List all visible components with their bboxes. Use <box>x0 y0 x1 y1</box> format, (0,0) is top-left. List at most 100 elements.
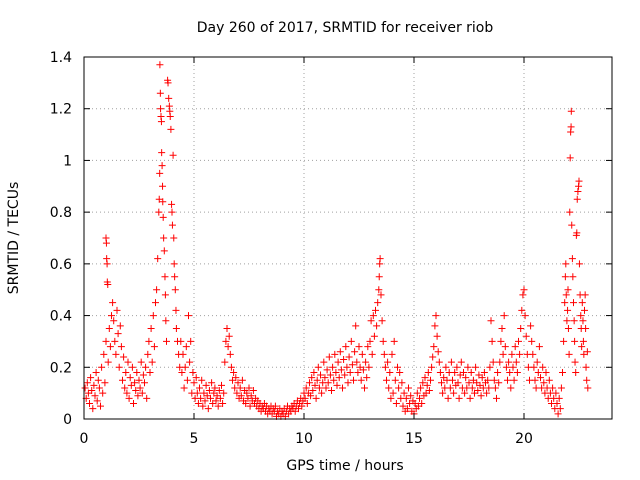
y-tick-label: 0.8 <box>50 205 72 221</box>
x-tick-label: 0 <box>80 431 89 447</box>
data-point <box>579 337 587 345</box>
data-point <box>121 384 129 392</box>
data-point <box>375 286 383 294</box>
data-point <box>533 358 541 366</box>
data-point <box>109 299 117 307</box>
data-point <box>125 394 133 402</box>
data-point <box>358 350 366 358</box>
data-point <box>303 399 311 407</box>
data-point <box>468 384 476 392</box>
data-point <box>156 169 164 177</box>
data-point <box>436 368 444 376</box>
data-point <box>246 402 254 410</box>
data-point <box>307 392 315 400</box>
data-point <box>242 399 250 407</box>
data-point <box>418 399 426 407</box>
data-point <box>323 366 331 374</box>
data-point <box>90 381 98 389</box>
data-point <box>388 350 396 358</box>
y-tick-label: 0.2 <box>50 360 72 376</box>
y-tick-label: 1.4 <box>50 50 72 66</box>
data-point <box>581 291 589 299</box>
data-point <box>373 322 381 330</box>
data-point <box>141 379 148 387</box>
data-point <box>572 368 580 376</box>
data-point <box>110 317 118 325</box>
data-point <box>340 356 348 364</box>
data-point <box>100 350 108 358</box>
data-point <box>505 358 513 366</box>
data-point <box>557 384 565 392</box>
data-point <box>208 379 216 387</box>
data-point <box>553 399 561 407</box>
data-point <box>562 260 570 268</box>
data-point <box>498 325 506 332</box>
data-point <box>115 363 123 371</box>
data-point <box>328 387 335 395</box>
data-point <box>428 363 436 371</box>
y-tick-label: 1 <box>63 153 72 169</box>
data-point <box>166 112 174 120</box>
data-point <box>449 376 456 384</box>
data-point <box>488 337 496 345</box>
data-point <box>464 363 472 371</box>
data-point <box>566 208 574 216</box>
data-point <box>132 387 140 395</box>
data-point <box>170 234 178 242</box>
data-point <box>425 387 433 395</box>
data-point <box>120 353 128 361</box>
data-point <box>144 350 152 358</box>
data-point <box>535 343 543 351</box>
data-point <box>150 343 158 351</box>
data-point <box>573 195 581 203</box>
data-point <box>506 368 514 376</box>
data-point <box>193 389 201 397</box>
data-point <box>480 368 488 376</box>
data-point <box>395 384 403 392</box>
y-axis-title: SRMTID / TECUs <box>6 182 22 295</box>
data-point <box>171 273 179 281</box>
data-point <box>298 402 306 410</box>
data-point <box>493 394 500 402</box>
data-point <box>220 389 228 397</box>
data-point <box>561 299 569 307</box>
data-point <box>562 291 570 299</box>
data-point <box>309 387 317 395</box>
data-point <box>496 358 504 366</box>
data-point <box>508 350 516 358</box>
data-point <box>417 384 425 392</box>
data-point <box>521 312 529 320</box>
data-point <box>155 195 163 203</box>
data-point <box>329 363 337 371</box>
data-point <box>182 343 190 351</box>
data-point <box>363 374 371 382</box>
data-point <box>462 374 470 382</box>
data-point <box>509 363 517 371</box>
data-point <box>466 394 474 402</box>
data-point <box>198 376 206 384</box>
data-point <box>168 200 176 208</box>
data-point <box>355 343 363 351</box>
data-point <box>534 368 542 376</box>
data-point <box>169 151 177 159</box>
data-point <box>194 399 202 407</box>
data-point <box>377 291 385 299</box>
data-point <box>453 363 461 371</box>
data-point <box>461 389 469 397</box>
data-point <box>171 286 179 294</box>
data-point <box>212 397 220 405</box>
data-point <box>400 389 408 397</box>
data-point <box>168 208 176 216</box>
y-tick-label: 0.4 <box>50 309 72 325</box>
data-point <box>579 317 587 325</box>
data-point <box>495 379 503 387</box>
data-point <box>156 61 164 69</box>
data-point <box>124 358 132 366</box>
data-point <box>413 389 421 397</box>
data-point <box>233 389 241 397</box>
data-point <box>134 392 142 400</box>
data-point <box>403 405 411 413</box>
data-point <box>584 384 592 392</box>
data-point <box>179 350 187 358</box>
data-point <box>161 291 169 299</box>
